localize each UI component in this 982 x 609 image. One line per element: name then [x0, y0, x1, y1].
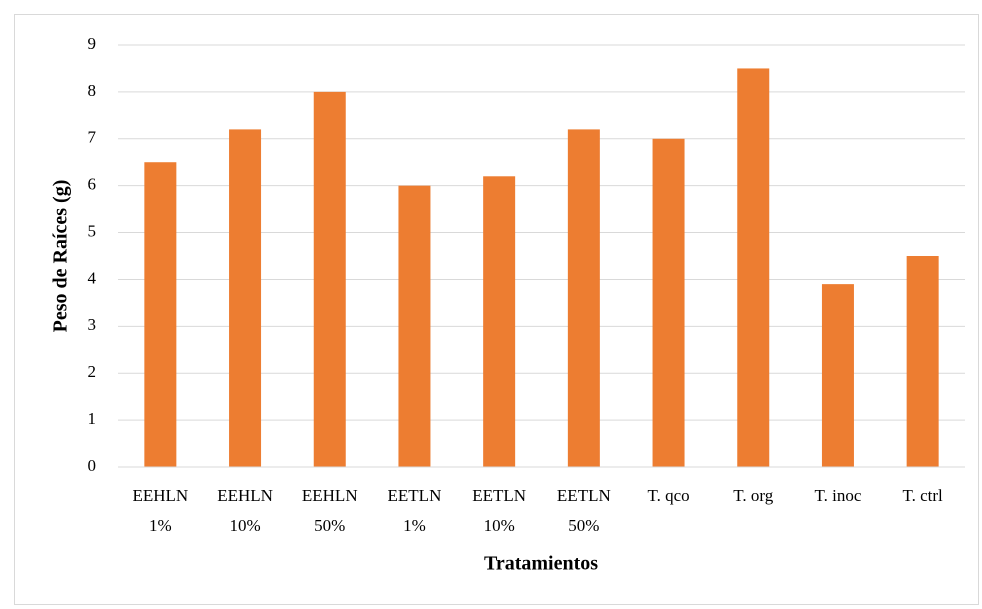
x-tick-label: T. org: [733, 486, 773, 505]
x-tick-label: EEHLN: [132, 486, 188, 505]
x-tick-label: 50%: [314, 516, 345, 535]
x-tick-label: EEHLN: [217, 486, 273, 505]
y-tick-label: 8: [88, 81, 97, 100]
y-tick-label: 6: [88, 175, 97, 194]
x-tick-label: 1%: [403, 516, 426, 535]
x-tick-label: EETLN: [557, 486, 611, 505]
bar: [483, 176, 516, 468]
bar: [144, 162, 177, 467]
bar: [737, 68, 770, 467]
bar: [229, 129, 262, 467]
x-tick-label: 10%: [484, 516, 515, 535]
x-tick-label: T. ctrl: [903, 486, 944, 505]
y-axis-title: Peso de Raíces (g): [50, 180, 72, 333]
x-axis-title: Tratamientos: [484, 553, 598, 575]
y-tick-label: 7: [88, 128, 97, 147]
bar: [313, 91, 346, 467]
y-tick-label: 0: [88, 456, 97, 475]
x-tick-label: EETLN: [388, 486, 442, 505]
bar: [567, 129, 600, 467]
x-tick-label: T. inoc: [814, 486, 861, 505]
y-tick-label: 9: [88, 34, 97, 53]
y-tick-label: 3: [88, 315, 97, 334]
y-tick-label: 4: [88, 268, 97, 287]
y-tick-label: 2: [88, 362, 97, 381]
bar: [906, 256, 939, 467]
y-tick-label: 1: [88, 409, 97, 428]
x-tick-label: T. qco: [647, 486, 689, 505]
y-tick-label: 5: [88, 221, 97, 240]
bar: [652, 138, 685, 467]
x-tick-label: 50%: [568, 516, 599, 535]
bar: [821, 284, 854, 467]
x-tick-label: 1%: [149, 516, 172, 535]
x-tick-label: EEHLN: [302, 486, 358, 505]
x-tick-label: 10%: [229, 516, 260, 535]
x-tick-label: EETLN: [472, 486, 526, 505]
bar: [398, 185, 431, 467]
